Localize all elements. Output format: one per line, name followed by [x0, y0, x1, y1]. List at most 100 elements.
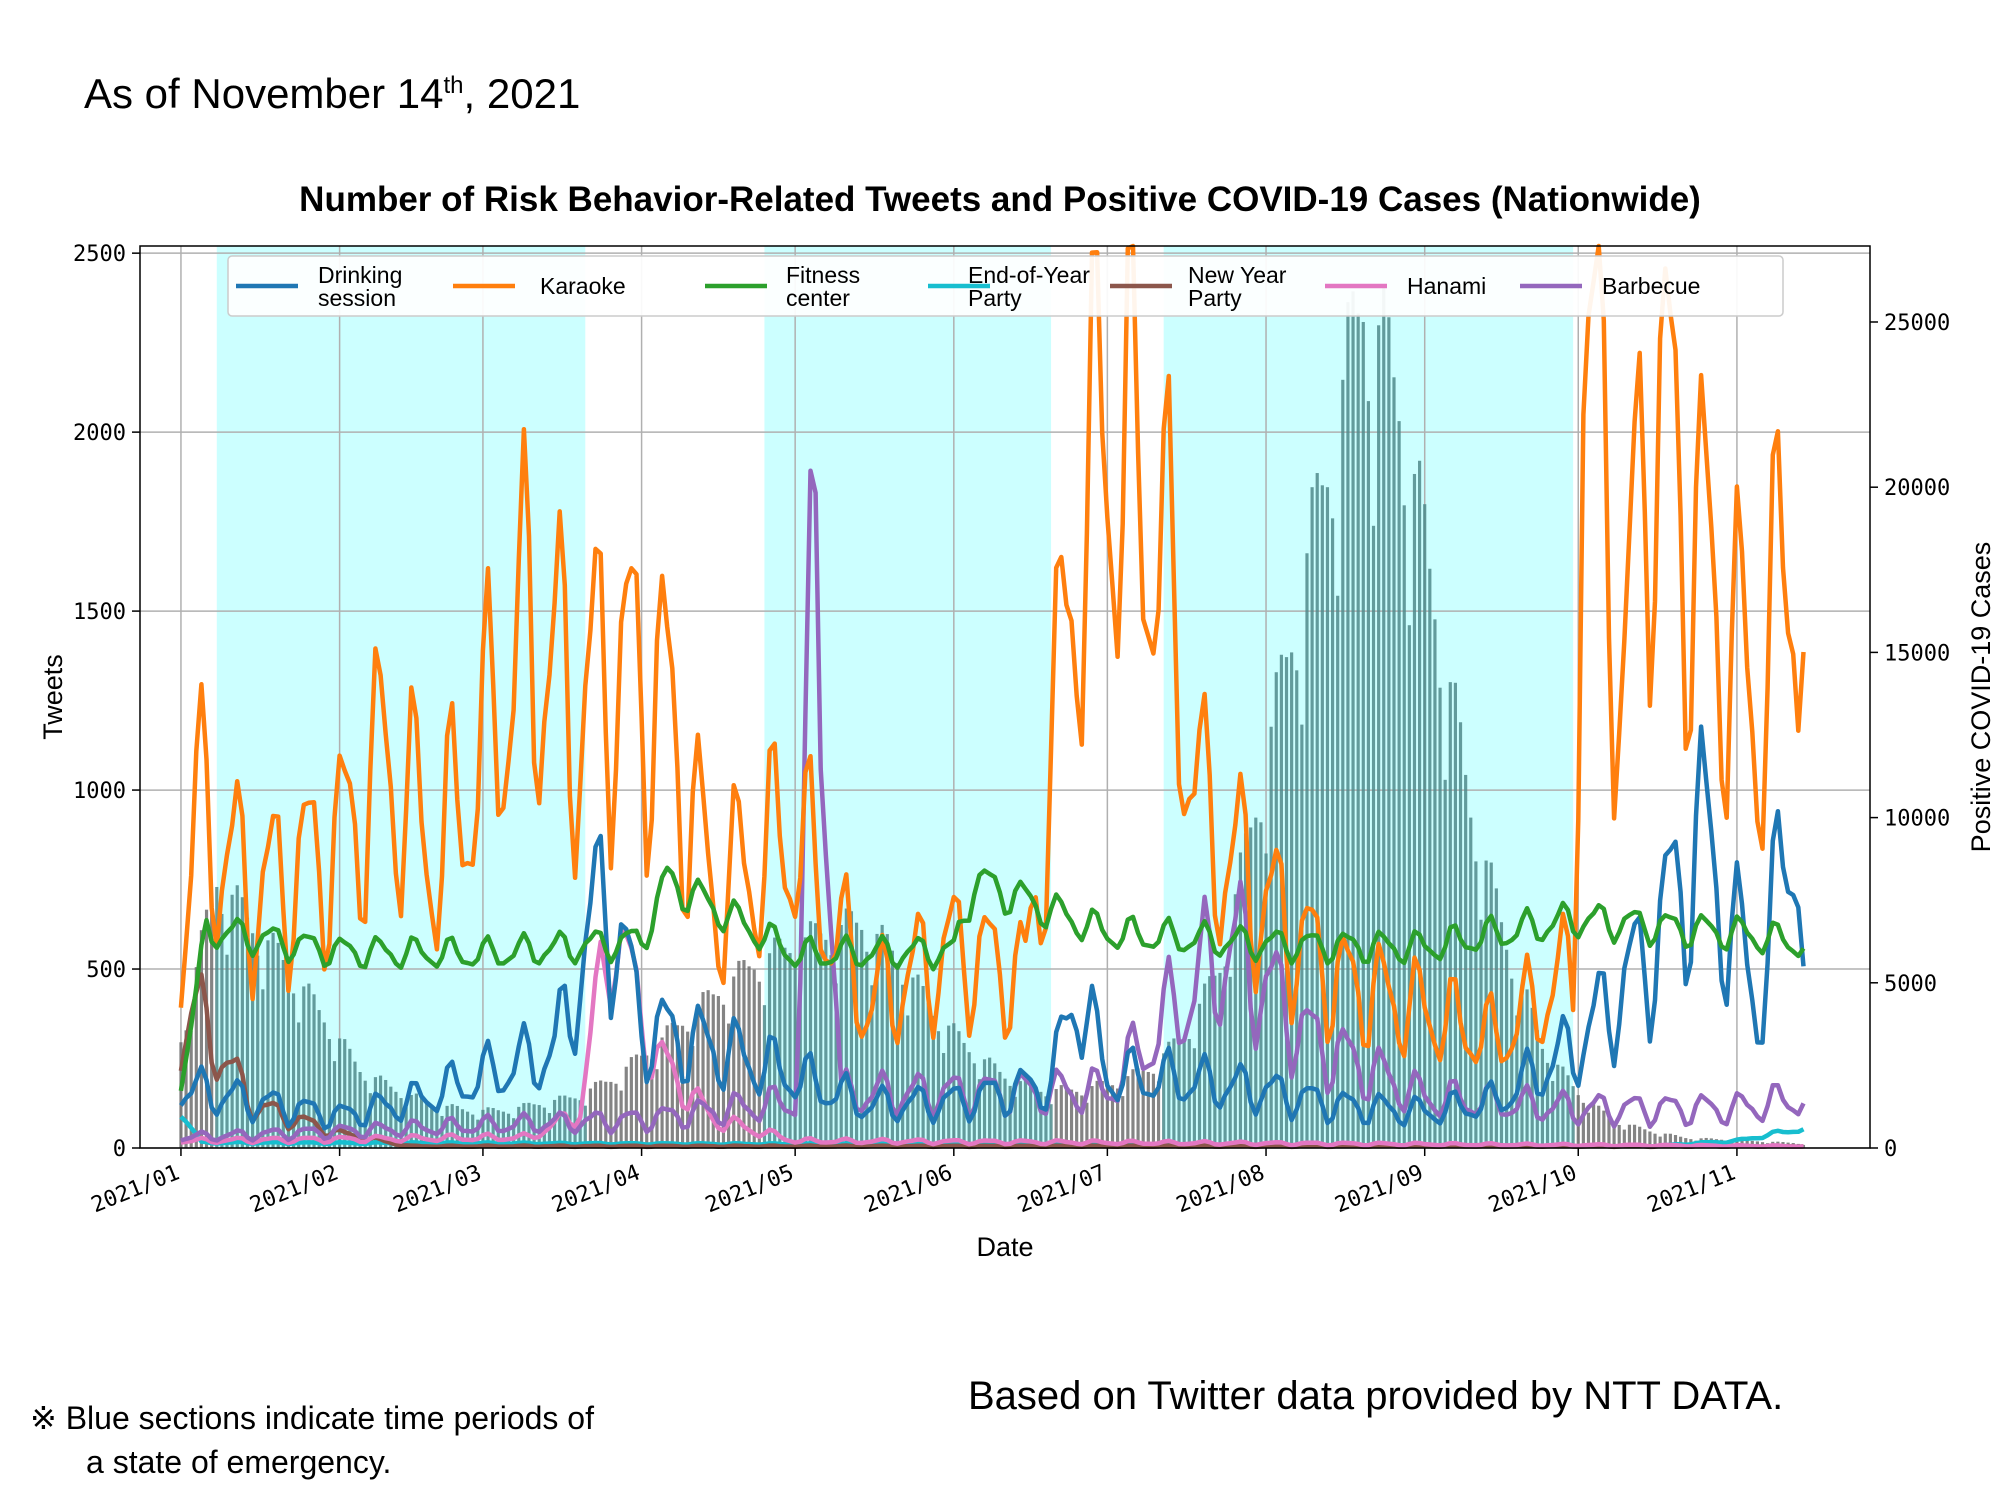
cases-bar — [419, 1096, 424, 1148]
cases-bar — [686, 1031, 690, 1148]
x-tick-label: 2021/08 — [1173, 1160, 1268, 1218]
cases-bar — [1592, 1104, 1596, 1148]
cases-bar — [650, 1058, 654, 1148]
cases-bar — [778, 938, 782, 1148]
cases-bar — [1100, 1081, 1104, 1148]
cases-bar — [425, 1101, 429, 1148]
legend-label-line: center — [786, 285, 850, 311]
cases-bar — [1284, 657, 1289, 1148]
x-tick-label: 2021/01 — [88, 1160, 183, 1218]
y-tick-label: 0 — [113, 1137, 126, 1162]
cases-bar — [895, 962, 900, 1148]
cases-bar — [1545, 1062, 1550, 1148]
cases-bar — [373, 1077, 378, 1148]
cases-bar — [245, 917, 250, 1148]
footnote-line-1: ※ Blue sections indicate time periods of — [30, 1400, 594, 1436]
cases-bar — [1443, 779, 1447, 1148]
cases-bar — [363, 1080, 367, 1148]
cases-bar — [977, 1079, 981, 1148]
cases-bar — [1561, 1066, 1565, 1148]
cases-bar — [860, 929, 864, 1148]
cases-bar — [1423, 504, 1427, 1148]
cases-bar — [1008, 1085, 1012, 1148]
cases-bar — [1167, 1041, 1171, 1148]
cases-bar — [788, 953, 792, 1148]
cases-bar — [1243, 833, 1248, 1148]
y2-tick-label: 5000 — [1884, 972, 1937, 997]
y-tick-label: 2000 — [73, 421, 126, 446]
cases-bar — [660, 1037, 664, 1148]
cases-bar — [1146, 1072, 1150, 1148]
as-of-suffix: , 2021 — [463, 70, 581, 117]
cases-bar — [271, 932, 275, 1148]
cases-bar — [870, 985, 874, 1148]
cases-bar — [655, 1069, 659, 1148]
cases-bar — [875, 933, 879, 1148]
series-line-fitness — [178, 865, 1806, 1092]
cases-bar — [680, 1025, 685, 1148]
cases-bar — [1351, 291, 1355, 1149]
cases-bar — [1663, 1133, 1667, 1148]
cases-bar — [1116, 1088, 1120, 1148]
cases-bar — [1085, 1102, 1089, 1148]
cases-bar — [1607, 1116, 1611, 1148]
cases-bar — [1515, 1015, 1519, 1148]
y-tick-label: 500 — [86, 958, 126, 983]
cases-bar — [1325, 487, 1330, 1148]
legend-label-line: Party — [968, 285, 1022, 311]
cases-bar — [849, 911, 854, 1148]
cases-bar — [537, 1105, 541, 1148]
cases-bar — [1034, 1087, 1038, 1148]
cases-bar — [665, 1025, 669, 1148]
cases-bar — [322, 1022, 326, 1148]
cases-bar — [251, 933, 255, 1148]
cases-bar — [230, 894, 234, 1148]
cases-bar — [199, 930, 204, 1148]
cases-bar — [1638, 1126, 1642, 1148]
x-tick-label: 2021/10 — [1485, 1160, 1580, 1218]
cases-bar — [952, 1023, 956, 1148]
cases-bar — [854, 922, 859, 1148]
cases-bar — [220, 913, 224, 1148]
cases-bar — [1290, 652, 1294, 1148]
cases-bar — [1151, 1073, 1156, 1148]
cases-bar — [1172, 1038, 1176, 1148]
cases-bar — [1433, 619, 1437, 1148]
cases-bar — [1218, 972, 1222, 1148]
footnote: ※ Blue sections indicate time periods of… — [30, 1396, 594, 1484]
cases-bar — [798, 993, 802, 1148]
cases-bar — [558, 1095, 562, 1148]
cases-bar — [332, 1061, 337, 1148]
cases-bar — [645, 1055, 649, 1148]
cases-bar — [1305, 553, 1309, 1148]
legend: Drinking session Karaoke Fitness center End-o… — [227, 255, 1784, 317]
cases-bar — [1213, 975, 1217, 1148]
cases-bar — [184, 1030, 188, 1148]
cases-bar — [967, 1052, 971, 1148]
cases-bar — [1121, 1096, 1125, 1148]
cases-bar — [1617, 1124, 1621, 1148]
legend-label-endofyear: End-of-Year Party — [968, 262, 1090, 311]
cases-bar — [885, 934, 889, 1148]
cases-bar — [747, 966, 751, 1148]
cases-bar — [926, 1002, 930, 1148]
cases-bar — [1064, 1086, 1069, 1148]
cases-bar — [906, 1015, 910, 1148]
cases-bar — [737, 960, 741, 1148]
cases-bar — [1233, 894, 1237, 1148]
cases-bar — [604, 1081, 608, 1148]
cases-bar — [1530, 1007, 1534, 1148]
cases-bar — [378, 1075, 383, 1148]
cases-bar — [368, 1093, 372, 1148]
cases-bar — [1238, 852, 1243, 1148]
cases-bar — [1556, 1064, 1560, 1148]
cases-bar — [1668, 1133, 1672, 1148]
cases-bar — [1412, 473, 1417, 1148]
cases-bar — [1110, 1085, 1115, 1148]
y2-tick-label: 20000 — [1884, 476, 1950, 501]
cases-bar — [261, 989, 265, 1148]
cases-bar — [732, 976, 736, 1148]
cases-bar — [936, 1031, 941, 1148]
series-line-karaoke — [178, 243, 1806, 1065]
